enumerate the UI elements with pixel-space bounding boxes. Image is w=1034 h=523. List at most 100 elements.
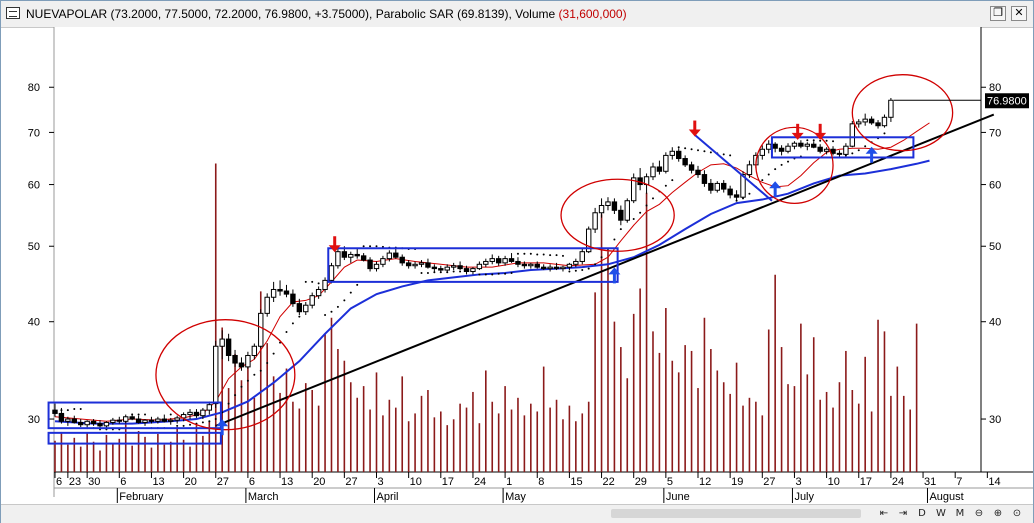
candle-body bbox=[547, 266, 553, 270]
candle-body bbox=[283, 290, 290, 295]
y-tick-label-right: 40 bbox=[989, 317, 1001, 329]
x-tick-label: 29 bbox=[635, 476, 647, 488]
sar-dot bbox=[169, 413, 172, 416]
sar-dot bbox=[137, 413, 140, 416]
sell-arrow-icon bbox=[814, 132, 827, 140]
candle-body bbox=[78, 421, 84, 426]
sar-dot bbox=[851, 152, 854, 155]
candle-body bbox=[875, 122, 881, 127]
sar-dot bbox=[79, 408, 82, 411]
candle-body bbox=[322, 279, 328, 290]
sar-dot bbox=[819, 139, 822, 142]
candle-body bbox=[258, 312, 264, 347]
close-icon[interactable]: ✕ bbox=[1011, 6, 1027, 21]
candle-body bbox=[592, 212, 598, 230]
chart-window-icon bbox=[6, 7, 20, 19]
candle-body bbox=[148, 419, 155, 422]
y-tick-label-left: 30 bbox=[28, 414, 40, 426]
month-label: July bbox=[794, 491, 814, 503]
sar-dot bbox=[748, 192, 751, 195]
sar-dot bbox=[516, 252, 519, 255]
candle-body bbox=[778, 147, 785, 152]
status-bar: ⇤ ⇥ D W M ⊖ ⊕ ⊙ bbox=[1, 504, 1033, 523]
title-symbol: NUEVAPOLAR bbox=[26, 7, 108, 21]
candle-body bbox=[560, 266, 566, 270]
timeframe-w-button[interactable]: W bbox=[936, 508, 946, 519]
sar-dot bbox=[549, 254, 552, 257]
sar-dot bbox=[426, 271, 429, 274]
candle-body bbox=[315, 288, 322, 297]
candle-body bbox=[328, 265, 335, 281]
candle-body bbox=[862, 118, 868, 123]
sar-dot bbox=[459, 270, 462, 273]
sar-dot bbox=[330, 310, 333, 313]
x-tick-label: 17 bbox=[860, 476, 872, 488]
candle-body bbox=[354, 253, 360, 257]
candle-body bbox=[663, 154, 669, 172]
scroll-left-icon[interactable]: ⇤ bbox=[879, 508, 889, 519]
sar-dot bbox=[484, 273, 487, 276]
timeframe-d-button[interactable]: D bbox=[918, 508, 926, 519]
candle-body bbox=[174, 417, 180, 421]
title-volume-value: (31,600,000) bbox=[558, 7, 627, 21]
candle-body bbox=[631, 177, 637, 202]
trend-line bbox=[215, 113, 995, 427]
sar-dot bbox=[182, 424, 185, 427]
candle-body bbox=[811, 143, 817, 148]
sar-dot bbox=[883, 132, 886, 135]
candle-body bbox=[721, 182, 727, 190]
candle-body bbox=[528, 263, 534, 267]
candle-body bbox=[65, 418, 71, 422]
reset-icon[interactable]: ⊙ bbox=[1012, 508, 1022, 519]
x-tick-label: 6 bbox=[56, 476, 62, 488]
candle-body bbox=[232, 354, 238, 364]
candle-body bbox=[412, 263, 418, 267]
last-price-badge bbox=[985, 93, 1029, 109]
candle-body bbox=[142, 419, 148, 423]
candle-body bbox=[431, 266, 438, 270]
candle-body bbox=[483, 260, 489, 265]
zoom-out-icon[interactable]: ⊖ bbox=[974, 508, 984, 519]
timeframe-m-button[interactable]: M bbox=[955, 508, 965, 519]
candle-body bbox=[251, 345, 258, 356]
sar-dot bbox=[774, 168, 777, 171]
zoom-in-icon[interactable]: ⊕ bbox=[993, 508, 1003, 519]
candle-body bbox=[457, 265, 463, 270]
candle-body bbox=[103, 421, 110, 427]
x-tick-label: 19 bbox=[731, 476, 743, 488]
sar-dot bbox=[73, 408, 76, 411]
candle-body bbox=[817, 146, 823, 152]
x-tick-label: 5 bbox=[667, 476, 673, 488]
sar-dot bbox=[433, 271, 436, 274]
candle-body bbox=[129, 416, 135, 420]
candle-body bbox=[746, 164, 753, 176]
sar-dot bbox=[729, 154, 732, 157]
sar-dot bbox=[600, 256, 603, 259]
y-tick-label-right: 60 bbox=[989, 180, 1001, 192]
sell-arrow-icon bbox=[791, 132, 804, 140]
candle-body bbox=[740, 174, 746, 198]
sar-dot bbox=[697, 149, 699, 152]
consolidation-box bbox=[770, 136, 915, 159]
sar-dot bbox=[645, 204, 648, 207]
sar-dot bbox=[504, 272, 507, 275]
candle-body bbox=[90, 420, 97, 425]
scroll-right-icon[interactable]: ⇥ bbox=[898, 508, 908, 519]
sar-dot bbox=[632, 217, 635, 220]
candle-body bbox=[450, 265, 457, 268]
candle-body bbox=[714, 182, 720, 191]
buy-arrow-icon bbox=[216, 419, 229, 427]
sar-dot bbox=[144, 413, 147, 416]
sar-dot bbox=[832, 140, 835, 143]
x-tick-label: 14 bbox=[988, 476, 1000, 488]
month-label: June bbox=[666, 491, 690, 503]
sar-dot bbox=[201, 421, 204, 424]
sar-dot bbox=[542, 253, 545, 256]
x-tick-label: 15 bbox=[570, 476, 582, 488]
horizontal-scrollbar[interactable] bbox=[611, 509, 861, 518]
restore-icon[interactable]: ❐ bbox=[990, 6, 1006, 21]
sell-arrow-icon bbox=[688, 129, 701, 137]
sar-dot bbox=[356, 283, 359, 286]
